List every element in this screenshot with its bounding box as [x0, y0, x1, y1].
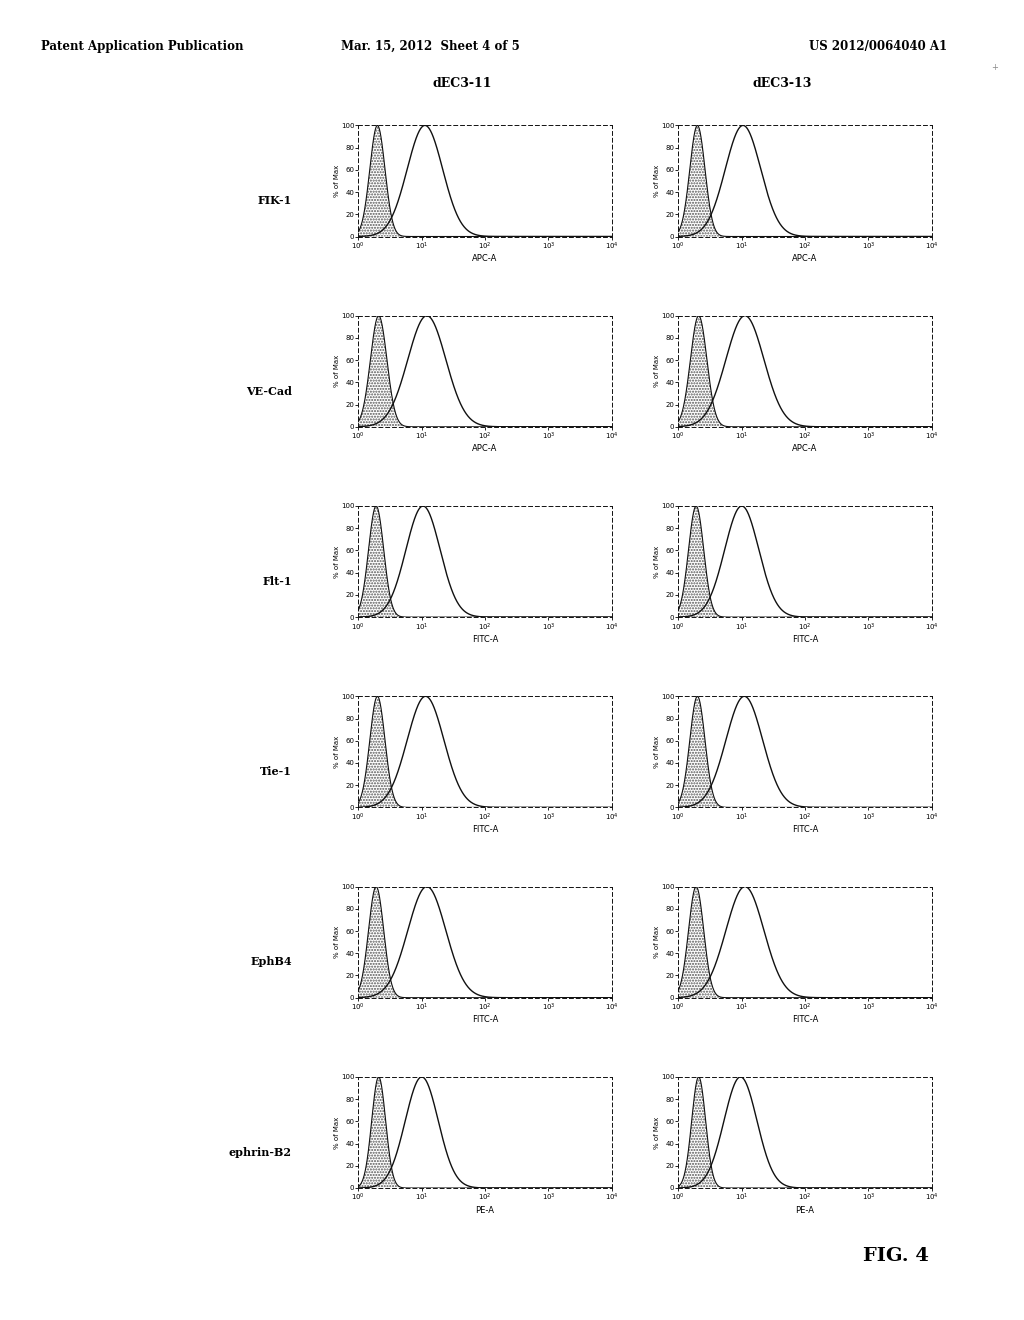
Y-axis label: % of Max: % of Max	[654, 165, 660, 197]
X-axis label: APC-A: APC-A	[472, 445, 498, 453]
Text: Patent Application Publication: Patent Application Publication	[41, 40, 244, 53]
Y-axis label: % of Max: % of Max	[334, 355, 340, 387]
X-axis label: FITC-A: FITC-A	[472, 1015, 499, 1024]
Y-axis label: % of Max: % of Max	[654, 1117, 660, 1148]
Text: Flt-1: Flt-1	[262, 576, 292, 587]
X-axis label: FITC-A: FITC-A	[792, 825, 818, 834]
Y-axis label: % of Max: % of Max	[654, 735, 660, 768]
Y-axis label: % of Max: % of Max	[334, 927, 340, 958]
X-axis label: PE-A: PE-A	[796, 1205, 815, 1214]
X-axis label: APC-A: APC-A	[472, 253, 498, 263]
X-axis label: APC-A: APC-A	[793, 253, 818, 263]
X-axis label: FITC-A: FITC-A	[792, 635, 818, 644]
Y-axis label: % of Max: % of Max	[334, 735, 340, 768]
X-axis label: APC-A: APC-A	[793, 445, 818, 453]
X-axis label: FITC-A: FITC-A	[472, 825, 499, 834]
Text: Tie-1: Tie-1	[260, 766, 292, 777]
Y-axis label: % of Max: % of Max	[654, 927, 660, 958]
Y-axis label: % of Max: % of Max	[654, 545, 660, 578]
Text: ephrin-B2: ephrin-B2	[228, 1147, 292, 1158]
X-axis label: FITC-A: FITC-A	[472, 635, 499, 644]
Y-axis label: % of Max: % of Max	[334, 165, 340, 197]
X-axis label: FITC-A: FITC-A	[792, 1015, 818, 1024]
Text: EphB4: EphB4	[250, 957, 292, 968]
Text: Mar. 15, 2012  Sheet 4 of 5: Mar. 15, 2012 Sheet 4 of 5	[341, 40, 519, 53]
Text: dEC3-11: dEC3-11	[432, 77, 492, 90]
Y-axis label: % of Max: % of Max	[334, 1117, 340, 1148]
Text: FIG. 4: FIG. 4	[863, 1246, 929, 1265]
Text: +: +	[991, 63, 998, 73]
Text: FIK-1: FIK-1	[258, 195, 292, 206]
Text: dEC3-13: dEC3-13	[753, 77, 812, 90]
Y-axis label: % of Max: % of Max	[654, 355, 660, 387]
Text: VE-Cad: VE-Cad	[246, 385, 292, 396]
Y-axis label: % of Max: % of Max	[334, 545, 340, 578]
X-axis label: PE-A: PE-A	[475, 1205, 495, 1214]
Text: US 2012/0064040 A1: US 2012/0064040 A1	[809, 40, 947, 53]
